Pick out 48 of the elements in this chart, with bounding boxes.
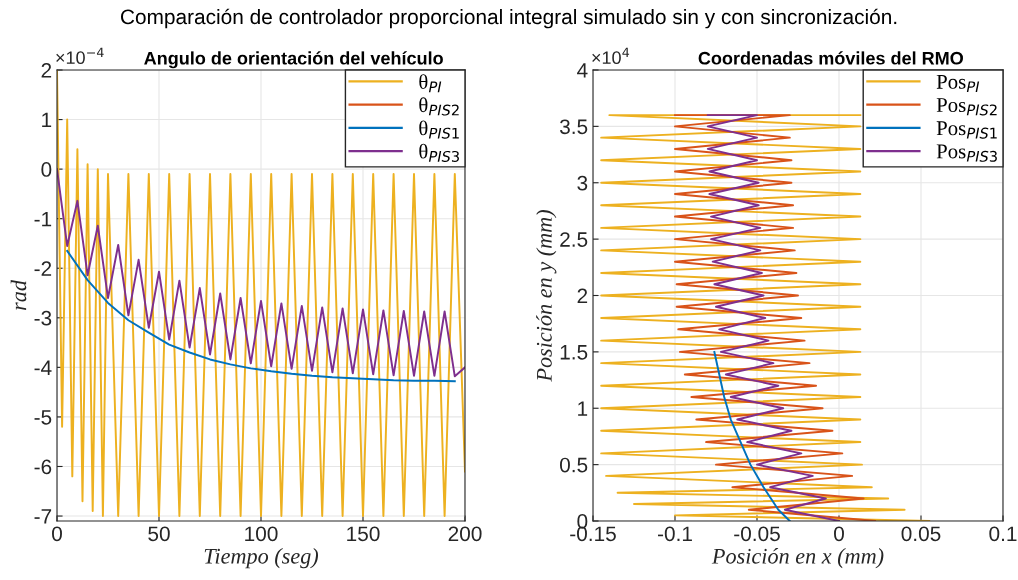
x-tick-label: 0.1 <box>989 526 1017 542</box>
y-tick-label: -3 <box>34 310 52 326</box>
legend-label: θ$_{PI}$ <box>419 74 442 93</box>
y-tick-label: 1 <box>42 112 52 128</box>
line-series <box>706 114 840 521</box>
y-tick-label: 2.5 <box>560 232 588 247</box>
y-tick-label: -5 <box>34 410 52 425</box>
legend-label: θ$_{PIS2}$ <box>419 97 459 116</box>
x-tick-label: 0.05 <box>901 526 941 542</box>
x-axis-title: Tiempo (seg) <box>204 548 319 569</box>
y-tick-label: -1 <box>34 211 52 227</box>
x-tick-label: 150 <box>347 526 380 542</box>
y-axis-title: Posición en y (mm) <box>536 210 557 382</box>
x-tick-label: 0 <box>52 526 62 542</box>
legend-label: θ$_{PIS1}$ <box>419 120 459 139</box>
line-series <box>713 350 791 521</box>
x-tick-label: 200 <box>448 526 482 542</box>
y-tick-label: 0.5 <box>559 457 588 473</box>
x-axis-title: Posición en x (mm) <box>711 548 884 569</box>
legend-label: Pos$_{PI}$ <box>936 75 980 93</box>
y-tick-label: -6 <box>34 459 52 475</box>
y-tick-label: -7 <box>34 509 52 524</box>
y-tick-label: 1.5 <box>560 345 588 360</box>
y-tick-label: 2 <box>41 63 52 78</box>
y-tick-label: 4 <box>577 63 588 78</box>
y-tick-label: 2 <box>577 288 588 304</box>
y-tick-label: 3 <box>577 175 588 191</box>
legend-label: θ$_{PIS3}$ <box>419 143 459 162</box>
text: Comparación de controlador proporcional integral simulado sin y con sincronización. <box>120 8 897 29</box>
x-tick-label: -0.1 <box>657 526 692 542</box>
chart-title: Coordenadas móviles del RMO <box>698 51 963 65</box>
x-tick-label: 100 <box>245 526 278 542</box>
y-tick-label: 3.5 <box>559 119 588 135</box>
legend-label: Pos$_{PIS1}$ <box>936 121 997 139</box>
y-tick-label: -2 <box>34 261 52 276</box>
y-tick-label: -4 <box>34 360 52 375</box>
x-tick-label: -0.05 <box>734 526 780 542</box>
x-tick-label: 0 <box>834 526 844 542</box>
y-axis-title: rad <box>10 280 27 311</box>
chart-title: Angulo de orientación del vehículo <box>144 51 443 69</box>
legend-label: Pos$_{PIS3}$ <box>936 144 997 162</box>
line-series <box>66 249 456 383</box>
y-tick-label: 0 <box>41 162 52 177</box>
x-tick-label: 50 <box>148 526 170 542</box>
y-tick-label: 1 <box>578 401 588 416</box>
legend-label: Pos$_{PIS2}$ <box>936 98 997 116</box>
text: ×10$^{−4}$ <box>56 47 104 65</box>
text: ×10$^{4}$ <box>592 47 630 65</box>
